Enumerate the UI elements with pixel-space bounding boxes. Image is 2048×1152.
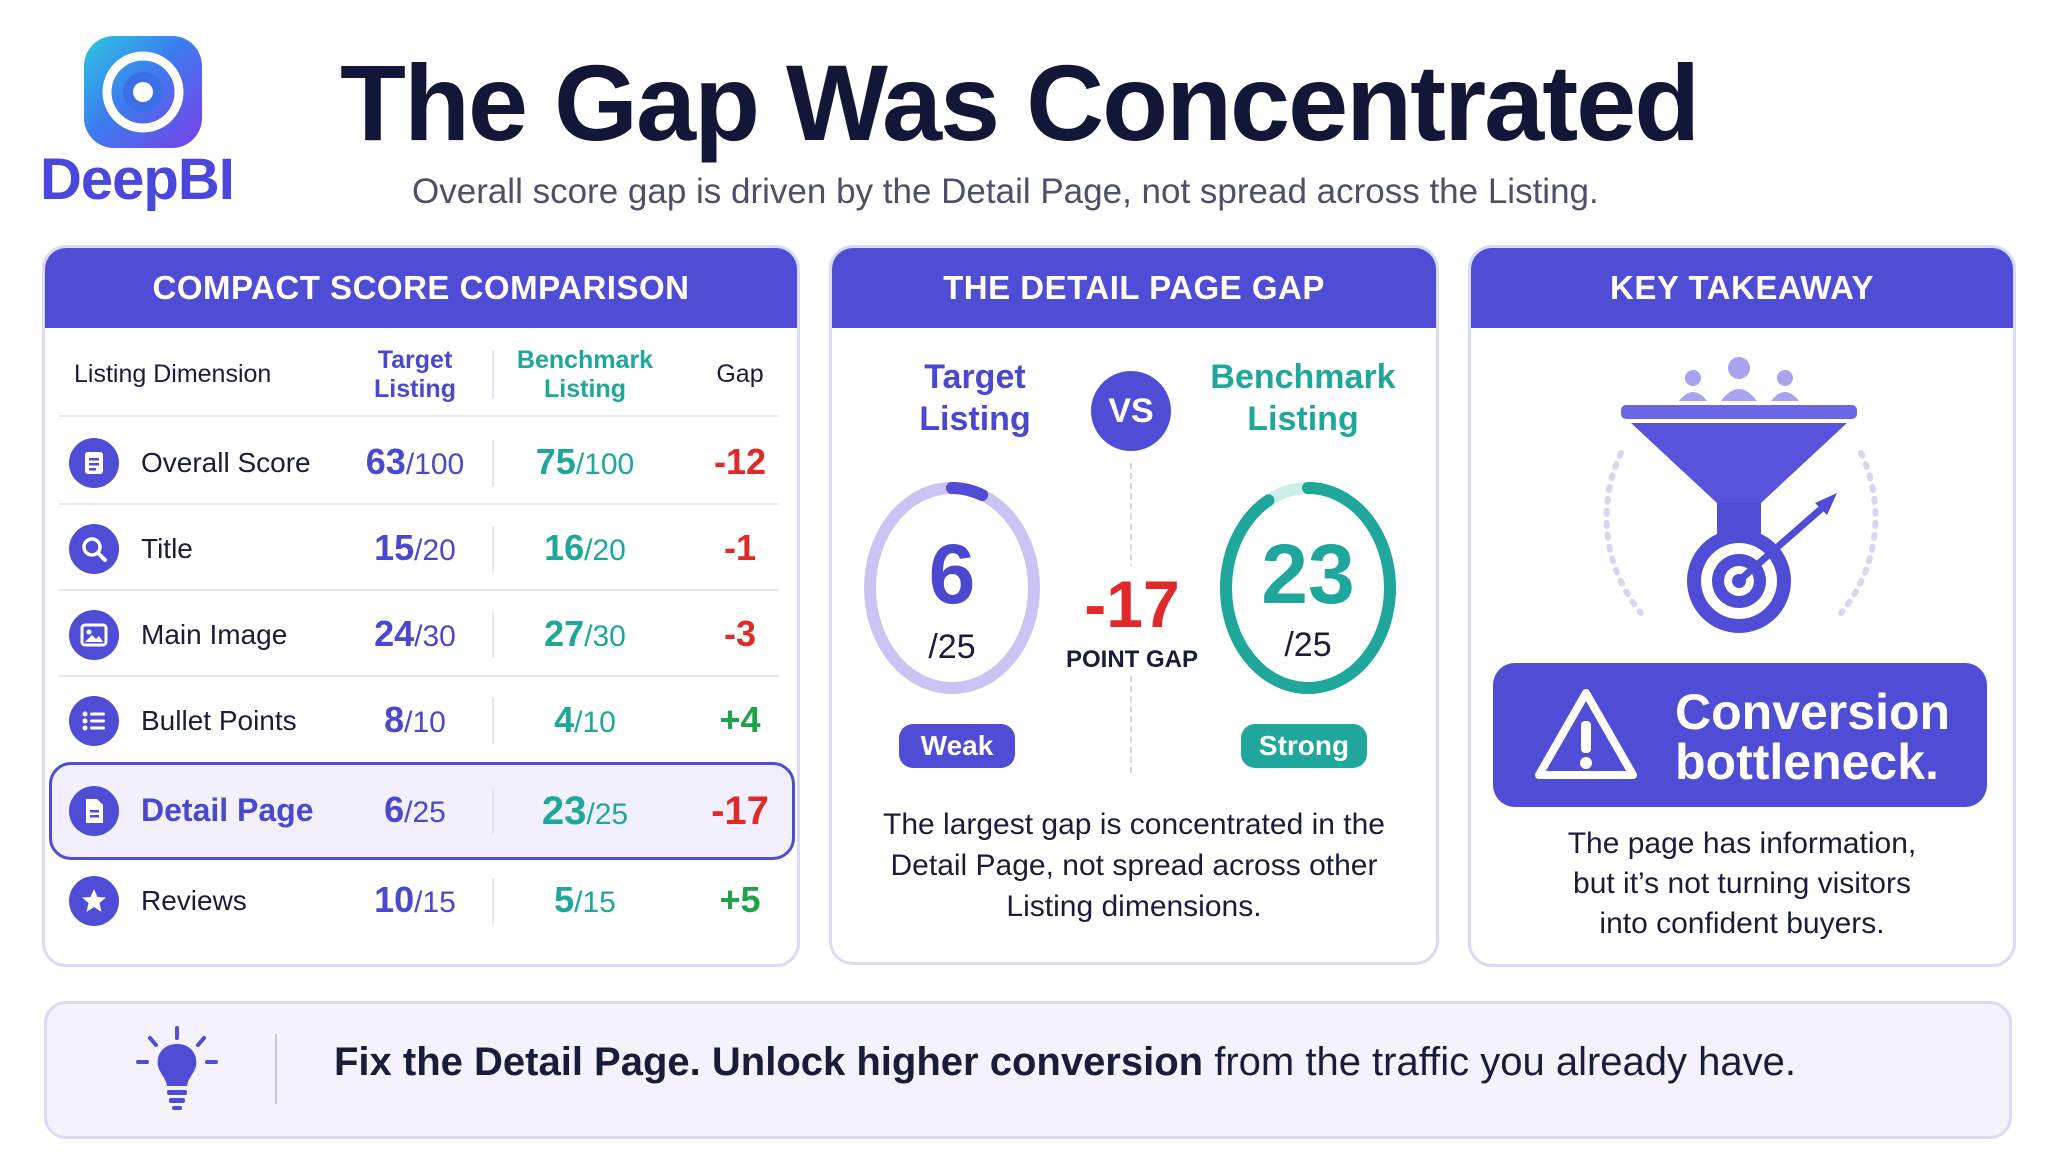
column-header-gap: Gap xyxy=(716,360,764,388)
target-score-bullet-points: 8/10 xyxy=(384,699,446,740)
row-divider xyxy=(59,589,779,591)
funnel-target-icon xyxy=(1603,357,1879,633)
weak-badge: Weak xyxy=(899,724,1015,768)
row-divider xyxy=(59,675,779,677)
gap-value-main-image: -3 xyxy=(723,613,756,654)
banner-divider xyxy=(275,1034,277,1104)
benchmark-detail-score: 23 xyxy=(1261,527,1355,621)
gap-value-bullet-points: +4 xyxy=(719,699,761,740)
warning-icon xyxy=(1535,689,1637,779)
row-label-main-image: Main Image xyxy=(141,619,288,650)
target-score-reviews: 10/15 xyxy=(374,879,456,920)
column-header-benchmark: Benchmark Listing xyxy=(516,346,654,403)
vs-badge: VS xyxy=(1091,371,1171,451)
document-icon xyxy=(69,438,119,488)
point-gap-value: -17 xyxy=(1052,566,1212,642)
column-header-dimension: Listing Dimension xyxy=(74,360,272,388)
takeaway-explanation: The page has information, but it’s not t… xyxy=(1567,827,1917,940)
comparison-card: COMPACT SCORE COMPARISON Listing Dimensi… xyxy=(42,245,800,967)
row-divider xyxy=(59,503,779,505)
target-detail-denominator: /25 xyxy=(928,628,976,666)
row-label-detail-page: Detail Page xyxy=(141,792,314,828)
page-icon xyxy=(69,786,119,836)
gap-value-reviews: +5 xyxy=(719,879,761,920)
search-icon xyxy=(69,524,119,574)
page-title: The Gap Was Concentrated xyxy=(340,42,1700,163)
target-score-ring xyxy=(864,482,1040,694)
image-icon xyxy=(69,610,119,660)
alert-message: Conversion bottleneck. xyxy=(1675,684,1951,790)
benchmark-score-detail-page: 23/25 xyxy=(541,789,629,833)
benchmark-score-overall: 75/100 xyxy=(535,441,635,482)
benchmark-score-main-image: 27/30 xyxy=(544,613,626,654)
benchmark-score-ring xyxy=(1220,482,1396,694)
key-takeaway-card-heading: KEY TAKEAWAY xyxy=(1471,248,2013,328)
column-divider xyxy=(492,350,494,398)
comparison-card-heading: COMPACT SCORE COMPARISON xyxy=(45,248,797,328)
bottom-banner xyxy=(44,1001,2012,1139)
column-divider xyxy=(492,526,494,572)
column-divider xyxy=(492,878,494,924)
point-gap-label: POINT GAP xyxy=(1032,646,1232,674)
target-score-title: 15/20 xyxy=(374,527,456,568)
benchmark-listing-label: Benchmark Listing xyxy=(1210,358,1396,438)
strong-badge: Strong xyxy=(1241,724,1367,768)
column-divider xyxy=(492,788,494,834)
brand-name: DeepBI xyxy=(40,147,235,212)
highlighted-row-detail-page xyxy=(49,762,795,860)
benchmark-score-reviews: 5/15 xyxy=(554,879,616,920)
lightbulb-icon xyxy=(136,1026,218,1110)
benchmark-score-title: 16/20 xyxy=(544,527,626,568)
row-label-title: Title xyxy=(141,533,193,564)
target-score-main-image: 24/30 xyxy=(374,613,456,654)
target-listing-label: Target Listing xyxy=(919,358,1031,438)
target-score-detail-page: 6/25 xyxy=(384,789,446,830)
row-divider xyxy=(59,415,779,417)
conversion-bottleneck-alert: Conversion bottleneck. xyxy=(1493,663,1987,807)
column-divider xyxy=(492,698,494,744)
banner-message: Fix the Detail Page. Unlock higher conve… xyxy=(334,1040,1796,1084)
column-divider xyxy=(492,612,494,658)
target-score-overall: 63/100 xyxy=(365,441,465,482)
star-icon xyxy=(69,876,119,926)
brand-logo-icon xyxy=(84,36,202,148)
benchmark-detail-denominator: /25 xyxy=(1284,626,1332,664)
detail-gap-explanation: The largest gap is concentrated in the D… xyxy=(883,808,1385,923)
gap-value-title: -1 xyxy=(723,527,756,568)
page-subtitle: Overall score gap is driven by the Detai… xyxy=(412,172,1599,211)
column-divider xyxy=(492,440,494,486)
gap-value-detail-page: -17 xyxy=(711,789,769,833)
target-detail-score: 6 xyxy=(928,527,976,621)
list-icon xyxy=(69,696,119,746)
row-label-reviews: Reviews xyxy=(141,885,247,916)
detail-gap-card: THE DETAIL PAGE GAP Target Listing VS Ben… xyxy=(829,245,1439,965)
detail-gap-card-heading: THE DETAIL PAGE GAP xyxy=(832,248,1436,328)
gap-value-overall: -12 xyxy=(713,441,767,482)
row-label-overall-score: Overall Score xyxy=(141,447,311,478)
column-header-target: Target Listing xyxy=(374,346,456,403)
key-takeaway-card: KEY TAKEAWAY Conversion bottleneck. xyxy=(1468,245,2016,967)
row-label-bullet-points: Bullet Points xyxy=(141,705,297,736)
benchmark-score-bullet-points: 4/10 xyxy=(554,699,616,740)
